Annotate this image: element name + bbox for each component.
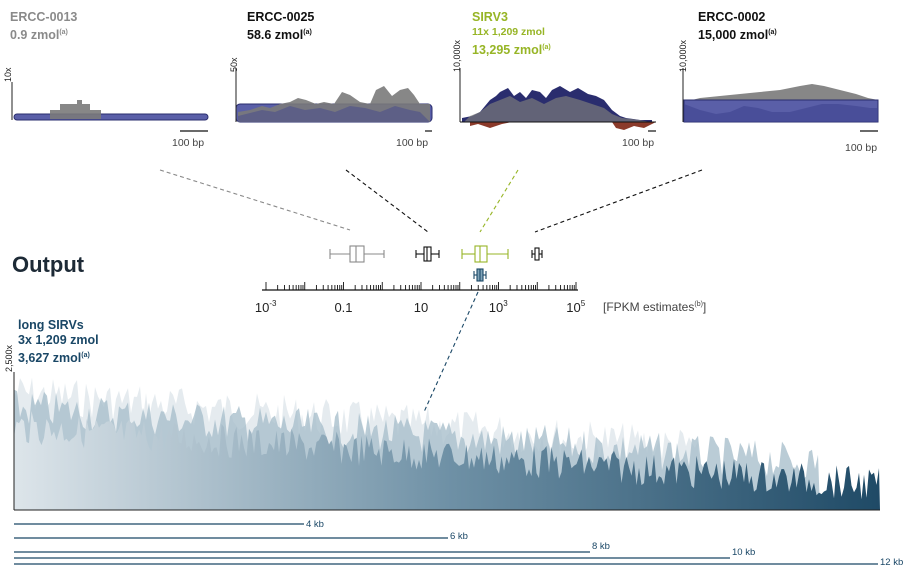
fpkm-axis: 10-3 0.1 10 103 105 [FPKM estimates(b)]: [255, 282, 706, 315]
footnote-a: (a): [81, 352, 90, 359]
coverage-under: [238, 106, 430, 122]
panel-name: SIRV3: [472, 10, 508, 24]
connectors: [159, 169, 703, 413]
length-bars: [14, 523, 878, 565]
coverage-area: [50, 100, 101, 119]
footnote-a: (a): [542, 44, 551, 51]
panel-sub: 11x 1,209 zmol: [472, 26, 545, 38]
coverage-over: [464, 96, 650, 122]
coverage-layer: [14, 411, 880, 510]
coverage-under: [684, 104, 878, 122]
panel-conc: 13,295 zmol: [472, 43, 543, 57]
long-sirvs-title: long SIRVs 3x 1,209 zmol 3,627 zmol(a): [18, 318, 99, 366]
footnote-a: (a): [768, 29, 777, 36]
scale-label: 100 bp: [622, 137, 654, 149]
coverage-area: [238, 86, 430, 122]
connector-ercc-0025: [345, 169, 429, 233]
tick-label: 105: [566, 299, 585, 315]
panel-ercc-0002: 100 bp: [682, 68, 879, 154]
panel-name: ERCC-0002: [698, 10, 766, 24]
tick-label: 10-3: [255, 299, 277, 315]
long-sirvs-conc: 3,627 zmol: [18, 351, 82, 365]
connector-ercc-0013: [159, 169, 351, 231]
panel-ercc-0025: 100 bp: [235, 68, 433, 149]
footnote-a: (a): [303, 29, 312, 36]
scale-label: 100 bp: [172, 137, 204, 149]
panel-sirv3: 100 bp: [459, 68, 656, 149]
length-label: 6 kb: [450, 531, 468, 542]
panel-conc: 15,000 zmol: [698, 28, 769, 42]
scale-label: 100 bp: [396, 137, 428, 149]
connector-ercc-0002: [534, 169, 703, 233]
boxplot-sirv3: [461, 245, 509, 263]
long-sirvs-sub: 3x 1,209 zmol: [18, 333, 99, 347]
panel-name: ERCC-0013: [10, 10, 78, 24]
transcript-bar: [13, 113, 209, 121]
connector-sirv3: [479, 169, 519, 233]
panel-name: ERCC-0025: [247, 10, 315, 24]
length-label: 4 kb: [306, 519, 324, 530]
panel-title-ercc-0013: ERCC-0013 0.9 zmol(a): [10, 10, 77, 43]
panel-title-ercc-0002: ERCC-0002 15,000 zmol(a): [698, 10, 777, 43]
coverage-antisense: [612, 122, 656, 130]
length-label: 12 kb: [880, 557, 903, 566]
panel-conc: 58.6 zmol: [247, 28, 304, 42]
boxplot-ercc-0013: [329, 245, 385, 263]
footnote-a: (a): [59, 29, 68, 36]
connector-long-sirvs: [423, 291, 479, 413]
long-sirvs-coverage: [13, 372, 880, 511]
tick-label: 0.1: [334, 300, 352, 315]
panel-title-ercc-0025: ERCC-0025 58.6 zmol(a): [247, 10, 314, 43]
output-label: Output: [12, 252, 85, 277]
boxplot-ercc-0002: [531, 247, 543, 261]
scale-label: 100 bp: [845, 142, 877, 154]
boxplot-ercc-0025: [415, 246, 440, 262]
tick-label: 103: [489, 299, 508, 315]
boxplot-long-sirvs: [473, 268, 487, 282]
coverage-area: [684, 84, 878, 104]
length-label: 8 kb: [592, 541, 610, 552]
coverage-antisense: [462, 122, 512, 128]
tick-label: 10: [414, 300, 428, 315]
panel-title-sirv3: SIRV3 11x 1,209 zmol 13,295 zmol(a): [472, 10, 551, 58]
axis-unit-label: [FPKM estimates(b)]: [603, 300, 706, 314]
panel-ercc-0013: 100 bp: [11, 82, 209, 149]
panel-conc: 0.9 zmol: [10, 28, 60, 42]
length-label: 10 kb: [732, 547, 755, 558]
long-sirvs-name: long SIRVs: [18, 318, 84, 332]
